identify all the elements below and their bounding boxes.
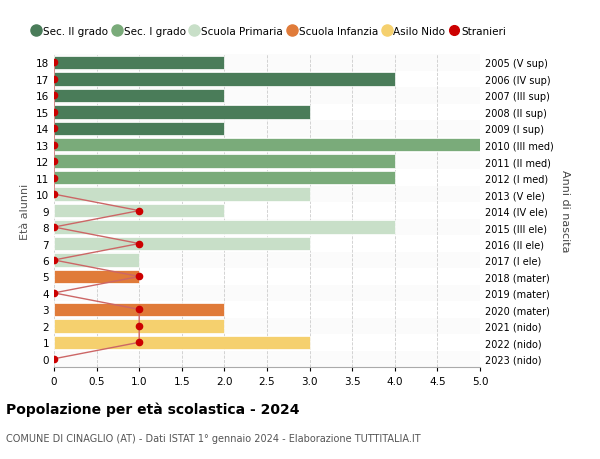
Bar: [54, 221, 395, 234]
Bar: [54, 351, 480, 367]
Bar: [54, 188, 310, 202]
Text: Popolazione per età scolastica - 2024: Popolazione per età scolastica - 2024: [6, 402, 299, 416]
Bar: [54, 55, 480, 72]
Bar: [54, 72, 480, 88]
Bar: [54, 252, 480, 269]
Bar: [54, 336, 310, 349]
Bar: [54, 203, 480, 219]
Bar: [54, 73, 395, 86]
Legend: Sec. II grado, Sec. I grado, Scuola Primaria, Scuola Infanzia, Asilo Nido, Stran: Sec. II grado, Sec. I grado, Scuola Prim…: [29, 23, 510, 41]
Y-axis label: Anni di nascita: Anni di nascita: [560, 170, 570, 252]
Bar: [54, 302, 480, 318]
Bar: [54, 137, 480, 154]
Bar: [54, 204, 224, 218]
Y-axis label: Età alunni: Età alunni: [20, 183, 31, 239]
Bar: [54, 219, 480, 236]
Bar: [54, 237, 310, 251]
Bar: [54, 318, 480, 334]
Bar: [54, 88, 480, 104]
Bar: [54, 270, 139, 284]
Bar: [54, 334, 480, 351]
Bar: [54, 172, 395, 185]
Text: COMUNE DI CINAGLIO (AT) - Dati ISTAT 1° gennaio 2024 - Elaborazione TUTTITALIA.I: COMUNE DI CINAGLIO (AT) - Dati ISTAT 1° …: [6, 433, 421, 442]
Bar: [54, 90, 224, 103]
Bar: [54, 303, 224, 316]
Bar: [54, 139, 480, 152]
Bar: [54, 56, 224, 70]
Bar: [54, 154, 480, 170]
Bar: [54, 186, 480, 203]
Bar: [54, 121, 480, 137]
Bar: [54, 269, 480, 285]
Bar: [54, 104, 480, 121]
Bar: [54, 236, 480, 252]
Bar: [54, 254, 139, 267]
Bar: [54, 155, 395, 168]
Bar: [54, 170, 480, 186]
Bar: [54, 122, 224, 136]
Bar: [54, 285, 480, 302]
Bar: [54, 319, 224, 333]
Bar: [54, 106, 310, 119]
